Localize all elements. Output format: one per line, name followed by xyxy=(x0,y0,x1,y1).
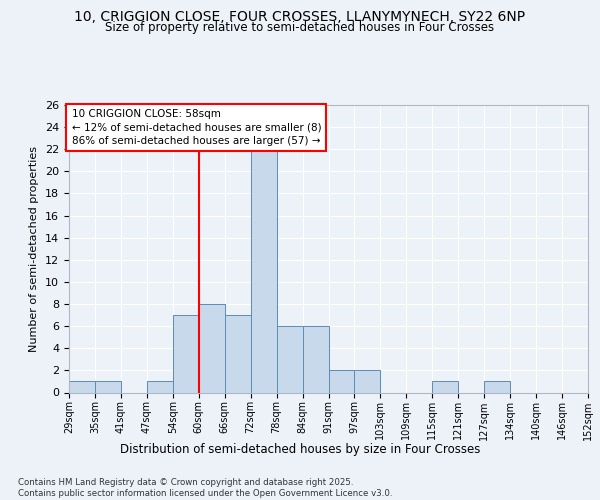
Text: 10 CRIGGION CLOSE: 58sqm
← 12% of semi-detached houses are smaller (8)
86% of se: 10 CRIGGION CLOSE: 58sqm ← 12% of semi-d… xyxy=(71,110,321,146)
Bar xyxy=(484,382,510,392)
Bar xyxy=(173,315,199,392)
Bar xyxy=(433,382,458,392)
Bar xyxy=(95,382,121,392)
Text: Distribution of semi-detached houses by size in Four Crosses: Distribution of semi-detached houses by … xyxy=(120,442,480,456)
Bar xyxy=(199,304,224,392)
Bar xyxy=(147,382,173,392)
Text: Contains HM Land Registry data © Crown copyright and database right 2025.
Contai: Contains HM Land Registry data © Crown c… xyxy=(18,478,392,498)
Bar xyxy=(329,370,355,392)
Bar xyxy=(225,315,251,392)
Bar xyxy=(251,149,277,392)
Bar xyxy=(69,382,95,392)
Bar xyxy=(302,326,329,392)
Text: 10, CRIGGION CLOSE, FOUR CROSSES, LLANYMYNECH, SY22 6NP: 10, CRIGGION CLOSE, FOUR CROSSES, LLANYM… xyxy=(74,10,526,24)
Bar xyxy=(355,370,380,392)
Bar xyxy=(277,326,302,392)
Y-axis label: Number of semi-detached properties: Number of semi-detached properties xyxy=(29,146,40,352)
Text: Size of property relative to semi-detached houses in Four Crosses: Size of property relative to semi-detach… xyxy=(106,21,494,34)
